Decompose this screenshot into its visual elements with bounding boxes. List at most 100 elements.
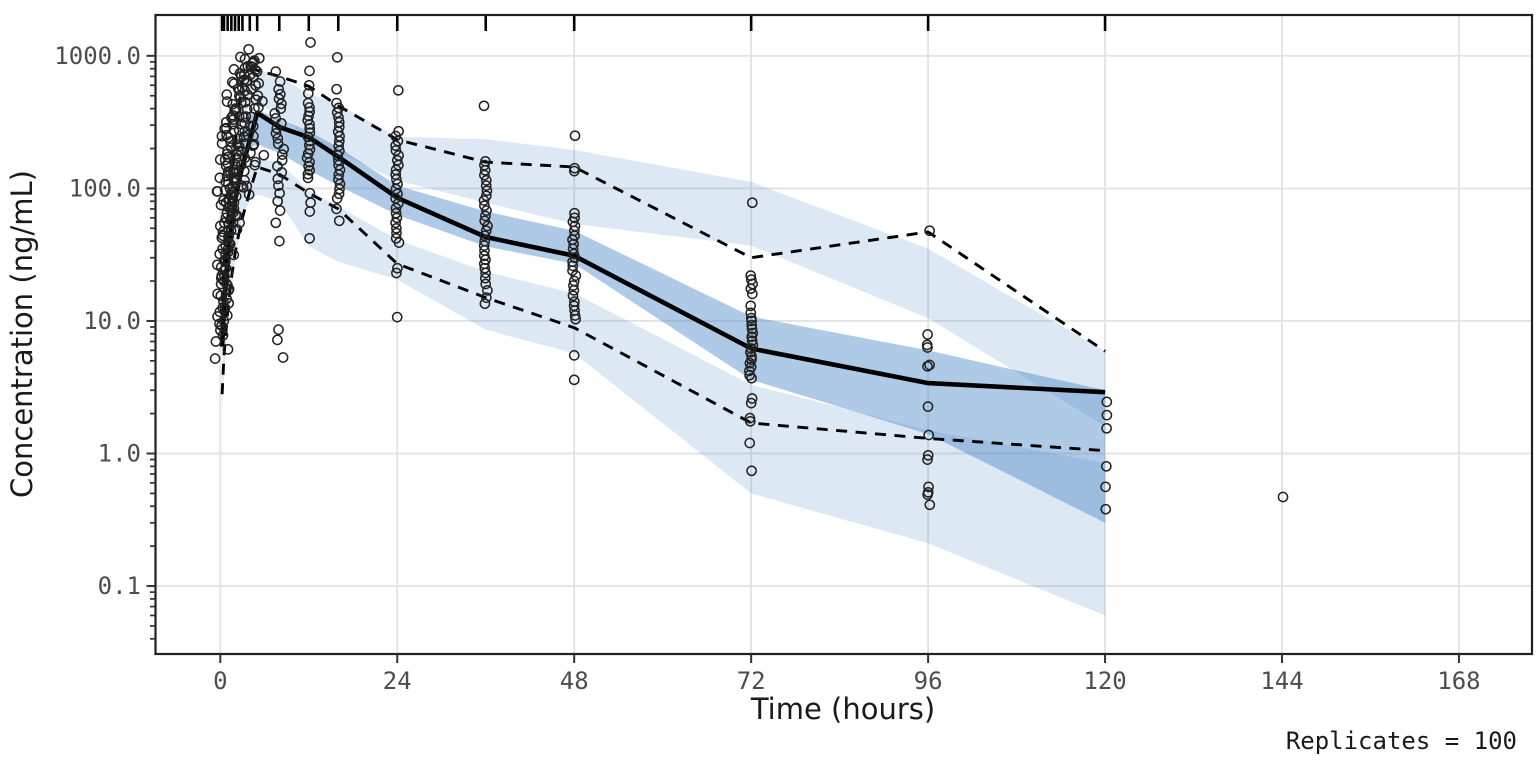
obs-point xyxy=(218,195,229,206)
obs-point xyxy=(278,143,290,155)
obs-point xyxy=(215,278,227,290)
y-tick-label: 100.0 xyxy=(69,174,141,202)
obs-point xyxy=(746,335,758,347)
obs-point xyxy=(331,203,342,215)
x-axis-title: Time (hours) xyxy=(750,692,935,726)
obs-point xyxy=(248,71,259,83)
obs-point xyxy=(241,180,253,192)
obs-point xyxy=(922,449,934,461)
obs-point xyxy=(222,344,234,355)
obs-point xyxy=(231,148,242,160)
obs-point xyxy=(391,227,402,239)
obs-point xyxy=(391,267,402,279)
obs-point xyxy=(304,187,316,199)
obs-point xyxy=(480,190,492,202)
obs-point xyxy=(275,103,287,114)
obs-point xyxy=(1100,503,1112,515)
obs-point xyxy=(305,37,316,48)
obs-point xyxy=(233,141,245,152)
obs-point xyxy=(569,130,581,142)
obs-point xyxy=(239,96,251,108)
obs-point xyxy=(392,262,403,274)
obs-point xyxy=(479,215,491,227)
obs-point xyxy=(746,319,758,331)
obs-point xyxy=(924,359,935,371)
obs-point xyxy=(246,61,258,72)
obs-point xyxy=(217,243,228,255)
obs-point xyxy=(569,162,580,174)
line-observed-median xyxy=(219,110,1106,395)
obs-point xyxy=(253,52,265,64)
obs-point xyxy=(272,138,284,150)
obs-point xyxy=(922,329,933,340)
obs-point xyxy=(569,296,580,307)
obs-point xyxy=(745,300,757,312)
obs-point xyxy=(219,154,231,166)
obs-point xyxy=(234,85,245,96)
obs-point xyxy=(277,352,289,363)
obs-point xyxy=(746,323,758,335)
obs-point xyxy=(232,133,243,145)
obs-point xyxy=(745,312,757,324)
obs-point xyxy=(922,454,933,465)
obs-point xyxy=(258,149,270,161)
obs-point xyxy=(276,154,288,166)
obs-point xyxy=(219,302,231,314)
ribbon-ci-5th-percentile xyxy=(222,158,1106,616)
obs-point xyxy=(390,169,402,180)
obs-point xyxy=(224,238,236,250)
obs-point xyxy=(480,210,491,222)
obs-point xyxy=(333,116,345,128)
obs-point xyxy=(215,290,227,302)
obs-point xyxy=(922,486,934,498)
obs-point xyxy=(746,197,758,209)
obs-point xyxy=(745,270,757,281)
obs-point xyxy=(228,203,240,215)
obs-point xyxy=(480,175,492,186)
x-tick-label: 120 xyxy=(1083,667,1126,695)
obs-point xyxy=(235,97,247,108)
obs-point xyxy=(228,249,240,261)
x-tick-label: 48 xyxy=(560,667,589,695)
gridlines xyxy=(155,15,1532,654)
obs-point xyxy=(245,83,257,95)
obs-point xyxy=(481,205,492,216)
obs-point xyxy=(270,112,282,124)
obs-point xyxy=(212,186,223,197)
obs-point xyxy=(746,354,757,366)
obs-point xyxy=(272,195,284,207)
obs-point xyxy=(1277,491,1289,503)
obs-point xyxy=(221,96,233,107)
obs-point xyxy=(252,90,264,102)
obs-point xyxy=(226,112,237,123)
obs-point xyxy=(274,88,286,100)
obs-point xyxy=(236,180,248,191)
obs-point xyxy=(390,207,402,219)
rug-marks xyxy=(220,16,1107,31)
obs-point xyxy=(482,220,493,232)
obs-point xyxy=(302,172,314,184)
obs-point xyxy=(746,372,757,384)
obs-point xyxy=(220,256,231,268)
obs-point xyxy=(210,336,222,347)
obs-point xyxy=(568,300,580,312)
obs-point xyxy=(1101,422,1112,434)
obs-point xyxy=(480,155,491,167)
obs-point xyxy=(223,231,234,243)
obs-point xyxy=(276,149,288,160)
obs-point xyxy=(745,397,757,409)
obs-point xyxy=(392,84,404,96)
obs-point xyxy=(304,127,316,139)
obs-point xyxy=(270,66,282,77)
x-tick-label: 168 xyxy=(1437,667,1480,695)
obs-point xyxy=(745,346,756,358)
y-tick-label: 10.0 xyxy=(83,307,141,335)
obs-point xyxy=(391,154,403,166)
obs-point xyxy=(273,180,284,191)
obs-point xyxy=(567,290,579,302)
obs-point xyxy=(249,55,260,66)
obs-point xyxy=(222,166,234,177)
obs-point xyxy=(479,235,491,247)
obs-point xyxy=(216,232,228,244)
y-tick-label: 1000.0 xyxy=(54,42,141,70)
